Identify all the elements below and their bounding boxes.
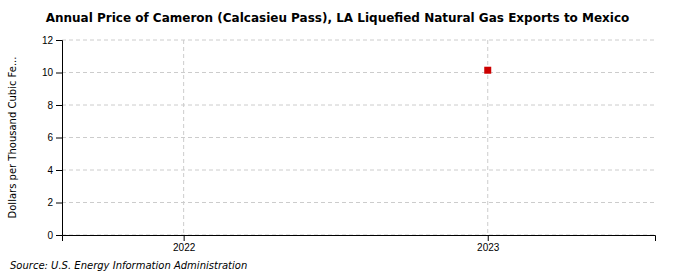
y-tick: 2 [47,197,62,208]
x-tick-label: 2023 [477,242,500,253]
y-tick: 6 [47,132,62,143]
point [484,67,491,74]
y-axis-title: Dollars per Thousand Cubic Fe... [7,57,18,219]
x-tick-label: 2022 [173,242,196,253]
title: Annual Price of Cameron (Calcasieu Pass)… [46,11,630,25]
y-grid-line [62,40,655,41]
y-tick-mark [56,73,62,74]
x-tick: 2022 [173,235,196,253]
y-tick-label: 8 [47,100,53,111]
y-tick: 0 [47,230,62,241]
y-tick: 10 [42,67,62,78]
y-tick-mark [56,203,62,204]
x-axis-line [63,236,656,242]
x-grid-line [183,40,184,235]
y-tick-label: 2 [47,197,53,208]
y-tick-label: 12 [42,35,54,46]
y-tick-mark [56,235,62,236]
chart: 2022 2023 0 2 4 6 8 10 12 Annual Price of Cameron… [0,0,675,275]
x-tick-mark [184,235,185,241]
y-tick-label: 0 [47,230,53,241]
points [484,67,491,74]
x-tick-mark [488,235,489,241]
y-grid-line [62,105,655,106]
y-grid-line [62,170,655,171]
y-tick-mark [56,40,62,41]
x-axis: 2022 2023 [63,235,656,253]
y-tick: 12 [42,35,62,46]
y-tick-label: 6 [47,132,53,143]
y-tick: 4 [47,165,62,176]
x-tick: 2023 [477,235,500,253]
y-axis: 0 2 4 6 8 10 12 [42,35,63,241]
y-grid-line [62,72,655,73]
grid [62,40,655,235]
y-axis-line [56,41,63,236]
y-tick-mark [56,138,62,139]
plot: 2022 2023 0 2 4 6 8 10 12 [42,35,656,253]
y-grid-line [62,137,655,138]
y-tick-mark [56,105,62,106]
y-tick-mark [56,170,62,171]
y-tick: 8 [47,100,62,111]
source-note: Source: U.S. Energy Information Administ… [10,260,247,271]
y-tick-label: 10 [42,67,54,78]
y-tick-label: 4 [47,165,53,176]
y-grid-line [62,202,655,203]
